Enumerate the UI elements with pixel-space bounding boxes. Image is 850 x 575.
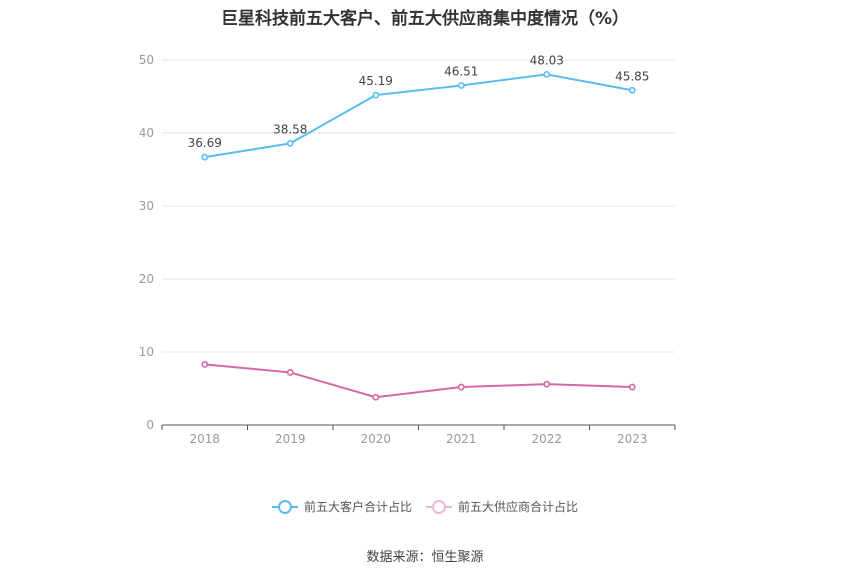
- data-point: [372, 91, 380, 99]
- data-point: [286, 139, 294, 147]
- legend-marker-customers: [271, 499, 298, 514]
- legend: 前五大客户合计占比 前五大供应商合计占比: [0, 498, 850, 515]
- data-label: 46.51: [444, 64, 478, 78]
- data-point: [457, 82, 465, 89]
- data-point: [543, 380, 551, 388]
- x-tick-label: 2019: [275, 432, 306, 446]
- y-tick-label: 20: [139, 272, 154, 286]
- data-label: 38.58: [273, 122, 307, 136]
- x-tick-label: 2023: [617, 432, 648, 446]
- chart-title: 巨星科技前五大客户、前五大供应商集中度情况（%）: [220, 9, 630, 29]
- data-point: [457, 383, 465, 391]
- x-tick-label: 2022: [531, 432, 562, 446]
- x-tick-label: 2021: [446, 432, 477, 446]
- y-tick-label: 30: [139, 199, 154, 213]
- y-tick-label: 0: [146, 418, 154, 432]
- data-point: [628, 86, 636, 94]
- legend-item-suppliers[interactable]: 前五大供应商合计占比: [426, 498, 578, 515]
- data-source: 数据来源：恒生聚源: [366, 550, 484, 565]
- data-point: [201, 153, 209, 161]
- legend-label-suppliers: 前五大供应商合计占比: [458, 500, 579, 514]
- data-label: 45.85: [615, 69, 649, 83]
- x-tick-label: 2018: [189, 432, 220, 446]
- data-point: [543, 70, 551, 78]
- data-point: [372, 393, 380, 401]
- series-line-1: [204, 363, 633, 399]
- legend-label-customers: 前五大客户合计占比: [303, 500, 412, 514]
- data-point: [201, 361, 209, 368]
- x-tick-label: 2020: [360, 432, 391, 446]
- legend-item-customers[interactable]: 前五大客户合计占比: [271, 498, 412, 515]
- y-tick-label: 10: [139, 345, 154, 359]
- series-line-0: [204, 73, 633, 159]
- y-tick-label: 50: [139, 53, 154, 67]
- data-label: 45.19: [359, 74, 393, 88]
- data-label: 36.69: [188, 136, 222, 150]
- data-point: [286, 369, 294, 376]
- data-point: [628, 383, 636, 391]
- legend-marker-suppliers: [426, 499, 452, 514]
- data-label: 48.03: [530, 53, 564, 67]
- y-tick-label: 40: [139, 126, 154, 140]
